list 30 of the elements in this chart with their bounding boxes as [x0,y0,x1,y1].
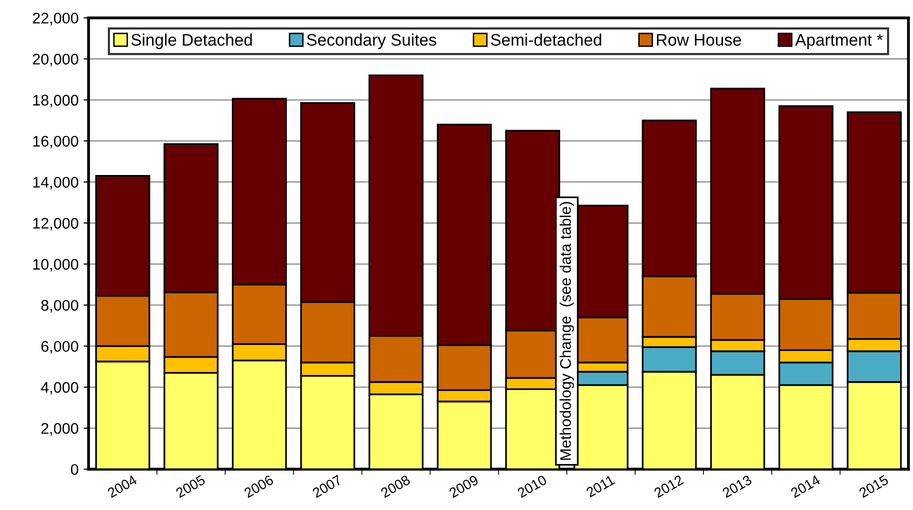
y-tick-label: 16,000 [33,136,78,148]
legend-label: Apartment * [795,34,883,50]
legend-label: Single Detached [131,34,252,50]
legend-label: Semi-detached [490,34,602,46]
x-tick-label: 2004 [106,474,138,498]
legend-label: Secondary Suites [306,34,436,50]
y-tick-label: 20,000 [32,54,78,66]
y-tick-label: 10,000 [33,258,78,272]
x-tick-label: 2011 [586,474,616,498]
x-tick-label: 2009 [448,474,480,498]
x-tick-label: 2013 [722,474,752,498]
x-tick-label: 2008 [380,474,411,498]
y-tick-label: 0 [70,464,78,475]
x-tick-label: 2015 [858,474,890,498]
annotation: Methodology Change (see data table) [560,202,574,460]
x-tick-label: 2010 [516,474,548,498]
y-tick-label: 6,000 [41,340,78,354]
x-tick-label: 2014 [790,474,821,498]
y-tick-label: 12,000 [33,218,78,230]
legend-label: Row House [656,34,742,46]
x-tick-label: 2006 [244,474,274,498]
x-tick-label: 2007 [312,474,342,498]
y-tick-label: 8,000 [41,300,78,313]
y-tick-label: 18,000 [33,94,78,108]
x-tick-label: 2005 [175,474,206,498]
y-tick-label: 14,000 [33,176,78,190]
y-tick-label: 2,000 [41,423,78,436]
y-tick-label: 22,000 [32,12,78,26]
y-tick-label: 4,000 [40,382,78,395]
x-tick-label: 2012 [653,474,684,498]
